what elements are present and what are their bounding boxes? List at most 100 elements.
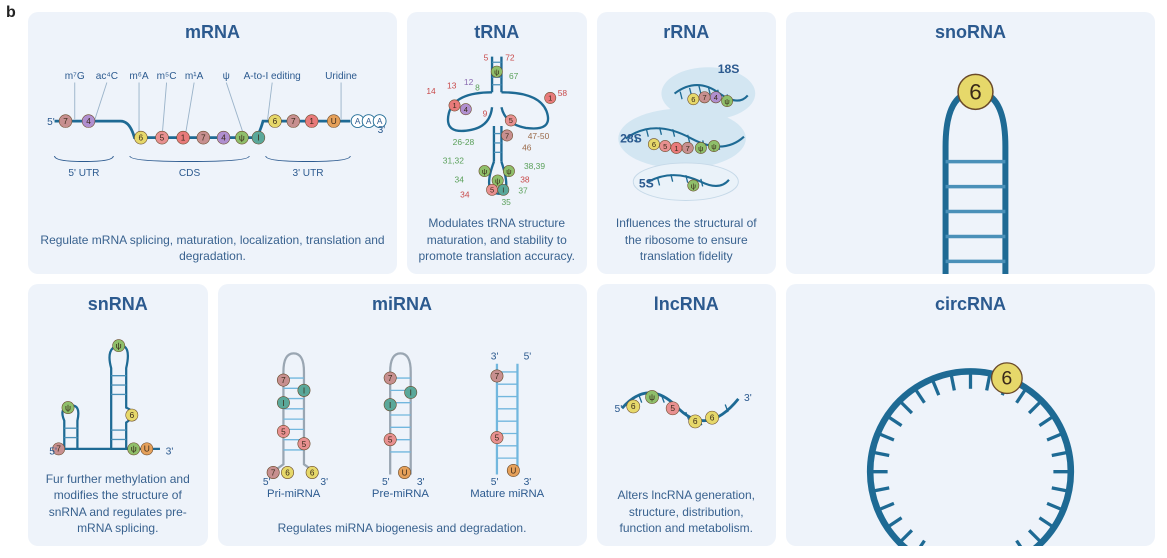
svg-text:U: U [401, 469, 407, 478]
svg-text:5' UTR: 5' UTR [68, 168, 99, 179]
diagram-circrna: 6 [796, 319, 1145, 546]
card-caption-rrna: Influences the structural of the ribosom… [607, 215, 767, 264]
svg-text:Mature miRNA: Mature miRNA [470, 488, 544, 500]
svg-text:I: I [502, 186, 504, 195]
diagram-lncrna: 5' 3' 6ψ566 [607, 319, 767, 487]
svg-text:A: A [355, 117, 361, 126]
svg-text:1: 1 [181, 133, 186, 142]
svg-text:13: 13 [447, 81, 457, 91]
svg-text:I: I [389, 401, 391, 410]
svg-text:5: 5 [387, 436, 392, 445]
mrna-braces [55, 156, 351, 162]
svg-text:3': 3' [743, 392, 751, 403]
svg-text:46: 46 [522, 143, 532, 153]
circrna-svg: 6 [796, 319, 1145, 546]
mirna-svg: 5' 3' 5' 3' 5' 3' 3' 5' Pri-miRNA Pre-mi… [228, 337, 577, 501]
svg-text:ψ: ψ [116, 340, 122, 350]
svg-text:m¹A: m¹A [185, 71, 204, 82]
svg-text:7: 7 [201, 133, 206, 142]
svg-text:ψ: ψ [239, 133, 245, 142]
svg-text:A: A [366, 117, 372, 126]
svg-text:4: 4 [86, 117, 91, 126]
svg-text:Pre-miRNA: Pre-miRNA [371, 488, 429, 500]
card-caption-mirna: Regulates miRNA biogenesis and degradati… [278, 520, 527, 536]
svg-text:6: 6 [691, 95, 695, 104]
mrna-svg: m⁷G ac⁴C m⁶A m⁵C m¹A ψ A-to-I editing Ur… [38, 66, 387, 213]
card-caption-mrna: Regulate mRNA splicing, maturation, loca… [38, 232, 387, 264]
diagram-mrna: m⁷G ac⁴C m⁶A m⁵C m¹A ψ A-to-I editing Ur… [38, 47, 387, 232]
card-caption-snrna: Fur further methylation and modifies the… [38, 471, 198, 536]
card-lncrna: lncRNA 5' 3' 6ψ566 [597, 284, 777, 546]
svg-text:47-50: 47-50 [528, 132, 550, 142]
svg-text:5': 5' [490, 477, 498, 488]
card-snorna: snoRNA 667 5' [786, 12, 1155, 274]
svg-text:6: 6 [651, 140, 655, 149]
svg-text:Pri-miRNA: Pri-miRNA [267, 488, 321, 500]
svg-text:ψ: ψ [494, 68, 499, 77]
svg-text:9: 9 [483, 109, 488, 119]
svg-text:5': 5' [262, 477, 270, 488]
svg-text:3': 3' [320, 477, 328, 488]
svg-text:14: 14 [426, 87, 436, 97]
svg-text:5': 5' [614, 404, 622, 415]
svg-text:1: 1 [674, 144, 678, 153]
mrna-beads: 7465174ψI671U [59, 115, 340, 144]
svg-text:CDS: CDS [179, 168, 201, 179]
svg-text:ψ: ψ [649, 391, 655, 401]
svg-text:ψ: ψ [495, 177, 500, 186]
diagram-trna: 5 72 67 58 47-50 46 14 13 12 8 9 26-28 3… [417, 47, 577, 215]
svg-text:1: 1 [309, 117, 314, 126]
svg-text:I: I [282, 399, 284, 408]
svg-text:6: 6 [709, 412, 714, 422]
svg-text:3': 3' [523, 477, 531, 488]
mrna-mod-legend: m⁷G ac⁴C m⁶A m⁵C m¹A ψ A-to-I editing Ur… [65, 71, 358, 82]
card-rrna: rRNA [597, 12, 777, 274]
svg-text:3': 3' [378, 125, 386, 136]
diagram-rrna: 18S 28S 5S 674ψ6517ψψψ [607, 47, 767, 215]
svg-text:34: 34 [460, 190, 470, 200]
svg-text:5': 5' [49, 446, 57, 457]
card-title-lncrna: lncRNA [654, 294, 719, 315]
svg-text:31,32: 31,32 [443, 156, 464, 166]
snorna-stem [938, 92, 1013, 274]
svg-text:m⁷G: m⁷G [65, 71, 85, 82]
svg-text:1: 1 [548, 94, 552, 103]
mirna-form-labels: Pri-miRNA Pre-miRNA Mature miRNA [267, 488, 545, 500]
card-caption-lncrna: Alters lncRNA generation, structure, dis… [607, 487, 767, 536]
pre-mirna [390, 354, 411, 475]
svg-text:35: 35 [501, 197, 511, 207]
mrna-region-labels: 5' UTR CDS 3' UTR [68, 168, 323, 179]
svg-text:6: 6 [692, 416, 697, 426]
svg-text:72: 72 [505, 53, 515, 63]
svg-text:5: 5 [663, 142, 667, 151]
svg-text:I: I [257, 133, 259, 142]
svg-text:U: U [510, 467, 516, 476]
svg-text:7: 7 [494, 372, 499, 381]
panel-label: b [6, 4, 16, 22]
snorna-rungs [946, 162, 1006, 274]
snorna-svg: 667 5' 3' [796, 47, 1145, 274]
snrna-svg: ψψ67ψU 5' 3' [38, 325, 198, 466]
svg-text:34: 34 [455, 175, 465, 185]
svg-text:58: 58 [558, 89, 568, 99]
svg-text:6: 6 [309, 469, 314, 478]
card-title-trna: tRNA [474, 22, 519, 43]
svg-text:26-28: 26-28 [453, 137, 475, 147]
svg-text:I: I [302, 387, 304, 396]
svg-text:5S: 5S [638, 177, 653, 191]
svg-text:ψ: ψ [482, 167, 487, 176]
card-grid: mRNA m⁷G ac⁴C m⁶A m⁵C m¹A ψ A-to-I editi… [28, 12, 1155, 546]
svg-text:ψ: ψ [698, 144, 703, 153]
svg-text:38,39: 38,39 [524, 162, 545, 172]
svg-text:m⁶A: m⁶A [129, 71, 149, 82]
snrna-struct [62, 345, 132, 448]
svg-text:A-to-I editing: A-to-I editing [244, 71, 301, 82]
svg-text:5: 5 [484, 53, 489, 63]
svg-text:6: 6 [273, 117, 278, 126]
svg-text:ψ: ψ [711, 142, 716, 151]
diagram-snorna: 667 5' 3' [796, 47, 1145, 274]
svg-text:ψ: ψ [506, 167, 511, 176]
svg-text:5': 5' [47, 117, 55, 128]
svg-text:5: 5 [490, 186, 494, 195]
svg-text:ψ: ψ [65, 402, 71, 412]
